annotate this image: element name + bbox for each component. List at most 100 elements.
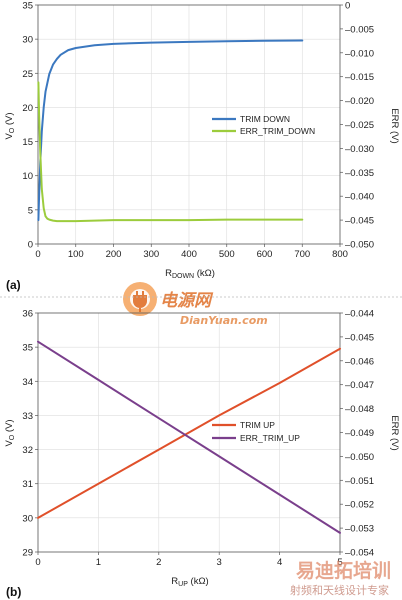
panel-b-y-right-label: ERR (V) (389, 415, 400, 450)
x-tick-label: 700 (294, 249, 310, 260)
panel-b-x-label-main: R (171, 576, 178, 587)
x-tick-label: 600 (257, 249, 273, 260)
watermark-cn-sub-text: 射频和天线设计专家 (290, 583, 389, 597)
y-right-tick-label: –0.052 (345, 500, 374, 511)
panel-a-y-left-ticks: 0 5 10 15 20 25 30 35 (22, 1, 38, 251)
panel-b-legend: TRIM UP ERR_TRIM_UP (212, 420, 300, 443)
y-right-tick-label: –0.030 (345, 144, 374, 155)
y-left-tick-label: 31 (22, 479, 33, 490)
y-left-tick-label: 25 (22, 69, 33, 80)
y-right-tick-label: –0.049 (345, 428, 374, 439)
panel-b-panel-label: (b) (6, 585, 21, 599)
y-right-tick-label: –0.050 (345, 452, 374, 463)
panel-a-series (37, 39, 304, 223)
x-tick-label: 0 (35, 557, 40, 568)
y-right-tick-label: –0.044 (345, 309, 374, 320)
y-right-tick-label: –0.051 (345, 476, 374, 487)
x-tick-label: 400 (181, 249, 197, 260)
watermark-cn-text: 电源网 (160, 291, 214, 311)
x-tick-label: 3 (217, 557, 222, 568)
y-left-tick-label: 10 (22, 171, 33, 182)
y-left-tick-label: 33 (22, 411, 33, 422)
panel-a-x-label-main: R (165, 268, 172, 279)
series-line-err-trim-down (37, 81, 304, 223)
y-right-tick-label: –0.045 (345, 332, 374, 343)
panel-b-gridlines (38, 313, 340, 552)
panel-a-y-left-label: VO (V) (4, 112, 16, 139)
panel-a-x-label-rest: (kΩ) (194, 268, 215, 279)
panel-b-x-label: RUP (kΩ) (171, 576, 208, 588)
y-left-tick-label: 15 (22, 137, 33, 148)
x-tick-label: 2 (156, 557, 161, 568)
y-right-tick-label: –0.015 (345, 72, 374, 83)
y-left-tick-label: 0 (28, 240, 33, 251)
series-line-err-trim-up (37, 340, 341, 534)
x-tick-label: 1 (96, 557, 101, 568)
x-tick-label: 800 (332, 249, 348, 260)
panel-a-x-label-sub: DOWN (172, 273, 194, 280)
y-right-tick-label: –0.050 (345, 240, 374, 251)
y-left-tick-label: 29 (22, 548, 33, 559)
panel-b-y-right-ticks: –0.044 –0.045 –0.046 –0.047 –0.048 –0.049 –0.0… (340, 309, 374, 559)
y-right-tick-label: –0.046 (345, 356, 374, 367)
panel-a-x-ticks: 0 100 200 300 400 500 600 700 800 (35, 244, 348, 260)
panel-a-legend: TRIM DOWN ERR_TRIM_DOWN (212, 114, 315, 136)
legend-label-trim-up: TRIM UP (240, 420, 275, 430)
x-tick-label: 100 (68, 249, 84, 260)
x-tick-label: 4 (277, 557, 282, 568)
y-left-tick-label: 32 (22, 445, 33, 456)
y-left-tick-label: 30 (22, 35, 33, 46)
bottom-watermark: 易迪拓培训 射频和天线设计专家 (290, 559, 391, 597)
series-line-trim-up (37, 347, 341, 519)
legend-label-err-trim-up: ERR_TRIM_UP (240, 433, 300, 443)
x-tick-label: 5 (337, 557, 342, 568)
legend-label-err-trim-down: ERR_TRIM_DOWN (240, 126, 315, 136)
panel-b-x-label-rest: (kΩ) (188, 576, 209, 587)
x-tick-label: 0 (35, 249, 40, 260)
panel-a-gridlines (38, 5, 340, 244)
x-tick-label: 200 (106, 249, 122, 260)
panel-b-y-left-label-rest: (V) (4, 419, 15, 434)
panel-a-panel-label: (a) (6, 278, 21, 292)
y-right-tick-label: –0.010 (345, 48, 374, 59)
series-line-trim-down (37, 39, 304, 222)
y-left-tick-label: 34 (22, 377, 33, 388)
plug-icon (133, 291, 147, 312)
legend-label-trim-down: TRIM DOWN (240, 114, 290, 124)
y-left-tick-label: 35 (22, 1, 33, 12)
y-right-tick-label: –0.020 (345, 96, 374, 107)
panel-b-x-ticks: 0 1 2 3 4 5 (35, 552, 343, 568)
panel-a: 0 100 200 300 400 500 600 700 800 0 5 10 15 20 25 30 35… (4, 1, 400, 293)
y-left-tick-label: 35 (22, 343, 33, 354)
panel-b-y-left-ticks: 29 30 31 32 33 34 35 36 (22, 309, 38, 559)
y-right-tick-label: –0.040 (345, 192, 374, 203)
y-right-tick-label: –0.035 (345, 168, 374, 179)
y-right-tick-label: –0.025 (345, 120, 374, 131)
y-right-tick-label: –0.053 (345, 524, 374, 535)
panel-b-x-label-sub: UP (178, 581, 188, 588)
y-right-tick-label: –0.047 (345, 380, 374, 391)
panel-a-y-left-label-main: V (4, 133, 15, 140)
panel-a-x-label: RDOWN (kΩ) (165, 268, 215, 280)
y-left-tick-label: 30 (22, 513, 33, 524)
y-right-tick-label: –0.005 (345, 24, 374, 35)
panel-a-y-left-label-rest: (V) (4, 112, 15, 127)
x-tick-label: 300 (143, 249, 159, 260)
y-right-tick-label: 0 (345, 1, 350, 12)
panel-a-y-right-ticks: 0 –0.005 –0.010 –0.015 –0.020 –0.025 –0.030 –0.… (340, 1, 374, 251)
panel-a-y-left-label-sub: O (9, 127, 16, 133)
y-right-tick-label: –0.045 (345, 216, 374, 227)
top-watermark: 电源网 DianYuan.com (123, 282, 268, 327)
watermark-url-text: DianYuan.com (180, 314, 268, 327)
panel-b-y-left-label-main: V (4, 440, 15, 447)
y-right-tick-label: –0.048 (345, 404, 374, 415)
x-tick-label: 500 (219, 249, 235, 260)
y-left-tick-label: 20 (22, 103, 33, 114)
panel-b-series (37, 340, 341, 534)
panel-a-y-right-label: ERR (V) (389, 108, 400, 143)
y-right-tick-label: –0.054 (345, 548, 374, 559)
watermark-cn-large-text: 易迪拓培训 (296, 559, 391, 582)
panel-b-y-left-label: VO (V) (4, 419, 16, 446)
